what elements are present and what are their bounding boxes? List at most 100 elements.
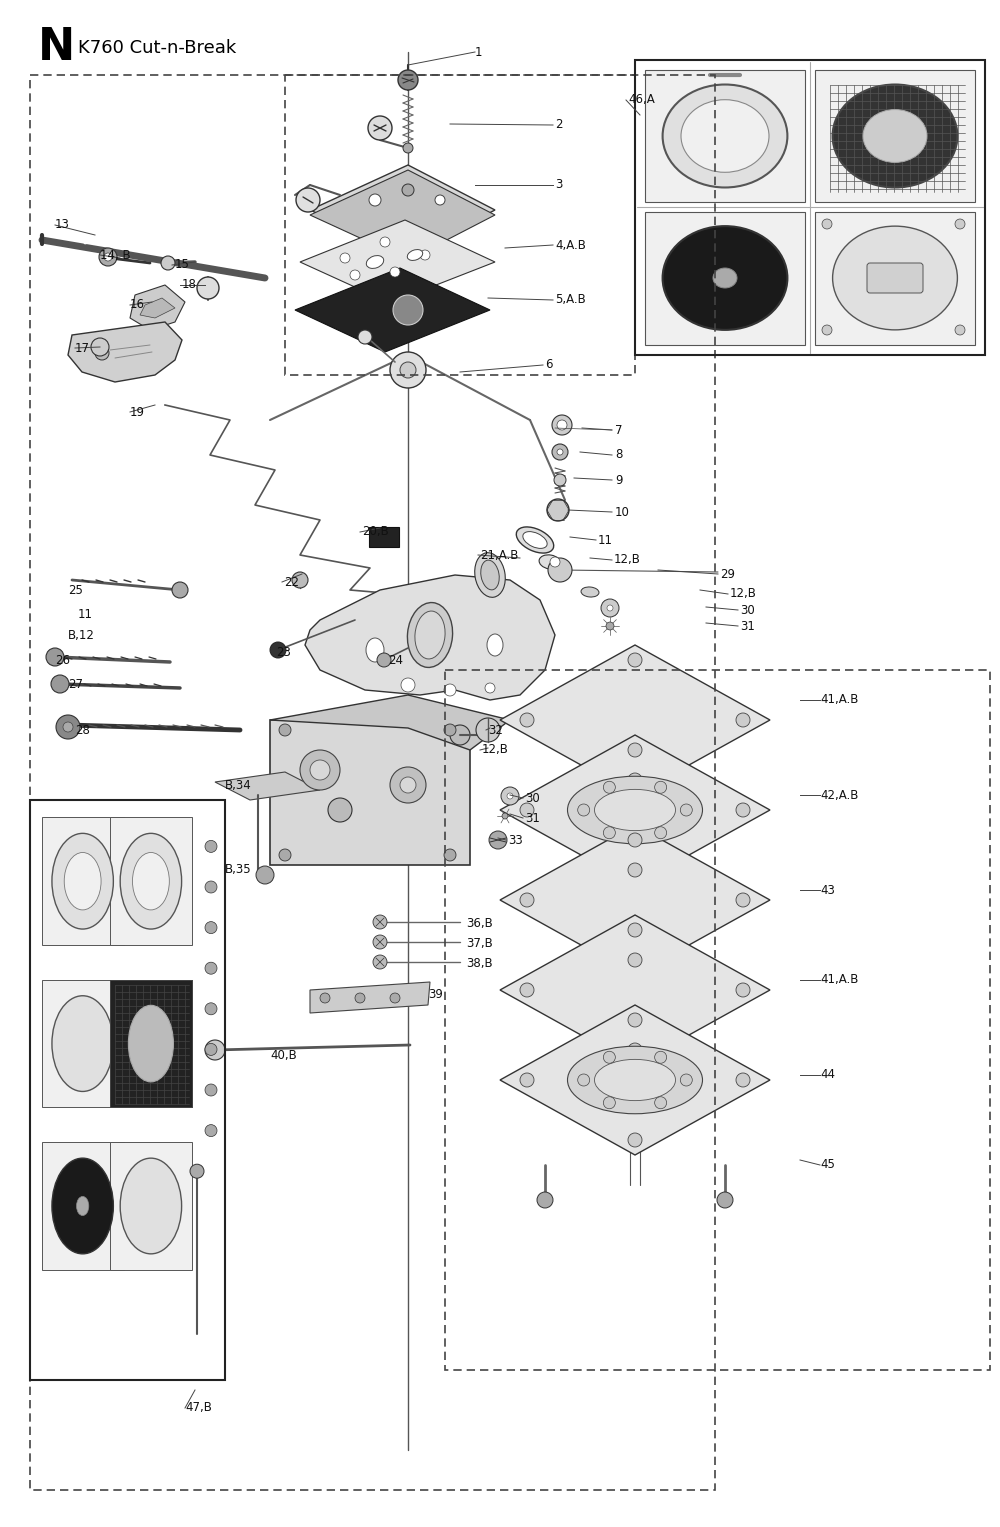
Circle shape (358, 330, 372, 344)
Circle shape (485, 683, 495, 693)
Text: 8: 8 (615, 449, 622, 461)
Text: 12,B: 12,B (614, 553, 641, 567)
Ellipse shape (407, 603, 453, 667)
Polygon shape (815, 212, 975, 345)
Circle shape (95, 347, 109, 360)
Circle shape (205, 962, 217, 974)
Text: 11: 11 (598, 533, 613, 547)
Polygon shape (130, 286, 185, 330)
Circle shape (655, 1096, 667, 1109)
Circle shape (420, 250, 430, 260)
Circle shape (601, 599, 619, 617)
Polygon shape (500, 1005, 770, 1154)
Circle shape (501, 786, 519, 805)
Circle shape (736, 983, 750, 997)
Text: K760 Cut-n-Break: K760 Cut-n-Break (78, 40, 236, 56)
Circle shape (955, 218, 965, 229)
Circle shape (99, 247, 117, 266)
Circle shape (368, 116, 392, 140)
Circle shape (628, 1133, 642, 1147)
Circle shape (628, 744, 642, 757)
Text: 40,B: 40,B (270, 1049, 297, 1061)
Circle shape (502, 812, 508, 818)
Text: 23: 23 (276, 646, 291, 658)
Circle shape (256, 866, 274, 884)
Ellipse shape (516, 527, 554, 553)
Circle shape (400, 777, 416, 793)
Text: 36,B: 36,B (466, 918, 493, 930)
Circle shape (400, 362, 416, 379)
Text: 4,A.B: 4,A.B (555, 238, 586, 252)
Text: 5,A.B: 5,A.B (555, 293, 586, 307)
Ellipse shape (863, 110, 927, 162)
Polygon shape (310, 169, 495, 260)
Circle shape (628, 1012, 642, 1028)
Circle shape (548, 557, 572, 582)
Circle shape (603, 782, 615, 793)
Circle shape (607, 605, 613, 611)
Ellipse shape (128, 1005, 173, 1083)
Polygon shape (645, 212, 805, 345)
Polygon shape (500, 915, 770, 1064)
Circle shape (373, 915, 387, 928)
Text: N: N (38, 26, 75, 70)
Polygon shape (300, 220, 495, 302)
Ellipse shape (681, 99, 769, 173)
Polygon shape (270, 721, 470, 864)
Circle shape (520, 893, 534, 907)
Circle shape (270, 641, 286, 658)
Polygon shape (500, 734, 770, 886)
Text: 13: 13 (55, 218, 70, 232)
Text: 25: 25 (68, 583, 83, 597)
Circle shape (398, 70, 418, 90)
Text: 41,A.B: 41,A.B (820, 974, 858, 986)
Text: 39: 39 (428, 988, 443, 1002)
Text: B,34: B,34 (225, 779, 252, 791)
Circle shape (557, 420, 567, 431)
Text: 19: 19 (130, 406, 145, 418)
Circle shape (279, 849, 291, 861)
Text: B,12: B,12 (68, 629, 95, 641)
Circle shape (373, 935, 387, 948)
Circle shape (390, 767, 426, 803)
Text: 26: 26 (55, 654, 70, 666)
Ellipse shape (120, 1157, 182, 1254)
FancyBboxPatch shape (867, 263, 923, 293)
Ellipse shape (663, 84, 787, 188)
Circle shape (520, 803, 534, 817)
Circle shape (822, 325, 832, 334)
Circle shape (476, 718, 500, 742)
Circle shape (350, 270, 360, 279)
Circle shape (628, 834, 642, 847)
Text: 3: 3 (555, 179, 562, 191)
Ellipse shape (833, 84, 957, 188)
Circle shape (537, 1193, 553, 1208)
Circle shape (91, 337, 109, 356)
Text: 45: 45 (820, 1159, 835, 1171)
Polygon shape (110, 1142, 192, 1270)
Circle shape (390, 353, 426, 388)
Circle shape (205, 922, 217, 933)
Text: 28: 28 (75, 724, 90, 736)
Circle shape (547, 499, 569, 521)
Circle shape (46, 647, 64, 666)
Ellipse shape (568, 776, 702, 844)
Polygon shape (215, 773, 320, 800)
Circle shape (554, 473, 566, 486)
Polygon shape (815, 70, 975, 202)
Text: 21,A.B: 21,A.B (480, 548, 518, 562)
Text: 27: 27 (68, 678, 83, 692)
Text: 15: 15 (175, 258, 190, 272)
Circle shape (603, 826, 615, 838)
Polygon shape (310, 982, 430, 1012)
Circle shape (390, 993, 400, 1003)
Polygon shape (140, 298, 175, 318)
Polygon shape (500, 644, 770, 796)
Circle shape (435, 195, 445, 205)
Circle shape (340, 253, 350, 263)
Circle shape (822, 218, 832, 229)
Text: 43: 43 (820, 884, 835, 896)
Text: 6: 6 (545, 359, 552, 371)
Circle shape (205, 1043, 217, 1055)
Circle shape (300, 750, 340, 789)
